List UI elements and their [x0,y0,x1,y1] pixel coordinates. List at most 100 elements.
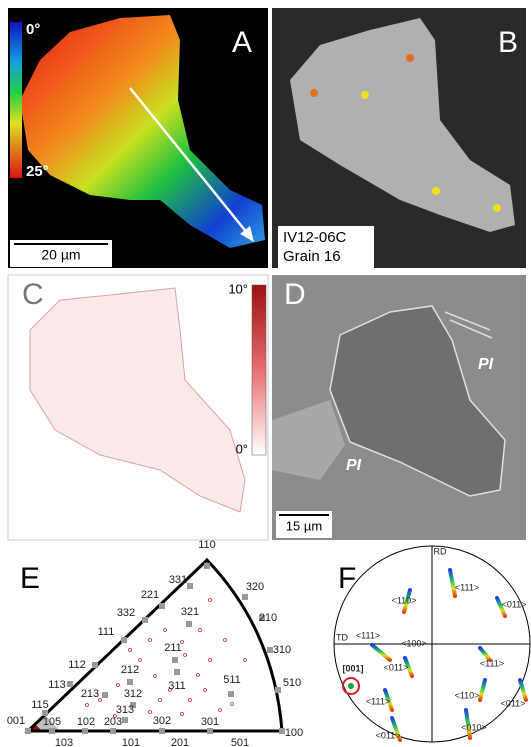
orientation-point [231,703,234,706]
panel-f: F RD TD [001] <110><111><111><100><011><… [334,546,530,742]
direction-label: <110> [455,690,480,700]
pole-marker [102,692,108,698]
orientation-point [149,711,152,714]
pole-label: 313 [116,704,134,716]
pole-marker [25,728,31,734]
pole-marker [122,717,128,723]
orientation-streak [520,680,526,700]
orientation-point [209,599,212,602]
pole-label: 510 [283,677,301,689]
pole-label: 105 [43,716,61,728]
pole-marker [187,583,193,589]
direction-label: <011> [501,698,526,708]
pole-marker [92,662,98,668]
panel-label: A [232,26,252,59]
grain-label: Grain 16 [283,248,341,265]
direction-label: <111> [455,582,479,592]
panel-a: 0° 25° A 20 µm [8,8,268,268]
pole-label: 111 [98,626,115,638]
phase-label: PI [346,457,362,474]
orientation-point [139,659,142,662]
scale-bar-label: 20 µm [41,247,80,263]
orientation-point [184,654,187,657]
pole-marker [172,657,178,663]
spot [406,54,414,62]
pole-label: 112 [68,659,86,671]
axis-label: TD [336,632,348,642]
axis-label: RD [434,546,447,556]
orientation-point [189,699,192,702]
pole-marker [242,594,248,600]
pole-label: 102 [77,716,95,728]
spot [361,91,369,99]
pole-label: 312 [124,688,142,700]
direction-label: <111> [356,630,380,640]
pole-marker [186,621,192,627]
panel-label: D [284,278,306,311]
pole-label: 332 [117,607,135,619]
pole-label: 301 [201,716,219,728]
pole-label: 115 [31,699,49,711]
pole-label: 310 [273,644,291,656]
orientation-point [204,689,207,692]
orientation-point [129,649,132,652]
pole-marker [207,728,213,734]
orientation-point [149,639,152,642]
orientation-point [197,674,200,677]
pole-marker [127,679,133,685]
pole-label: 211 [164,642,182,654]
orientation-point [159,699,162,702]
direction-label: <111> [480,658,504,668]
panel-label: C [22,278,44,311]
pole-label: 101 [122,737,140,747]
phase-label: PI [478,356,494,373]
spot [432,187,440,195]
pole-marker [204,563,210,569]
orientation-spot [348,683,354,689]
pole-label: 213 [81,688,99,700]
spot [493,204,501,212]
direction-label: <011> [376,730,401,740]
pole-label: 110 [198,539,216,551]
pole-marker [110,728,116,734]
pole-marker [67,681,73,687]
panel-d: D PI PI 15 µm [272,275,526,540]
pole-label: 201 [171,737,189,747]
pole-marker [82,728,88,734]
pole-label: 212 [121,664,139,676]
pole-label: 001 [7,715,25,727]
pole-label: 103 [55,737,73,747]
pole-label: 210 [259,612,277,624]
scale-label: 25° [26,163,49,180]
sample-label: IV12-06C [283,229,347,246]
orientation-point [219,709,222,712]
pole-marker [275,687,281,693]
data-points [86,599,247,718]
scale-label: 0° [236,441,248,456]
pole-label: 221 [141,589,159,601]
stereo-triangle [28,560,282,731]
pole-marker [228,691,234,697]
panel-c: C 10° 0° [8,275,268,540]
pole-label: 511 [223,674,241,686]
pole-label: 100 [285,727,303,739]
scale-label: 10° [228,281,248,296]
pole-marker [159,603,165,609]
pole-marker [174,669,180,675]
pole-marker [142,617,148,623]
colorbar [10,22,22,178]
pole-label: 501 [231,737,249,747]
pole-label: 203 [104,716,122,728]
direction-label: <011> [502,599,527,609]
direction-label: <011> [384,662,409,672]
pole-marker [159,728,165,734]
direction-label: <010> [461,722,487,732]
pole-label: 320 [246,581,264,593]
scale-label: 0° [26,21,40,38]
pole-label: 302 [153,715,171,727]
orientation-point [224,639,227,642]
panel-b: B IV12-06C Grain 16 [272,8,526,268]
direction-label: <100> [401,638,427,648]
orientation-point [86,704,89,707]
